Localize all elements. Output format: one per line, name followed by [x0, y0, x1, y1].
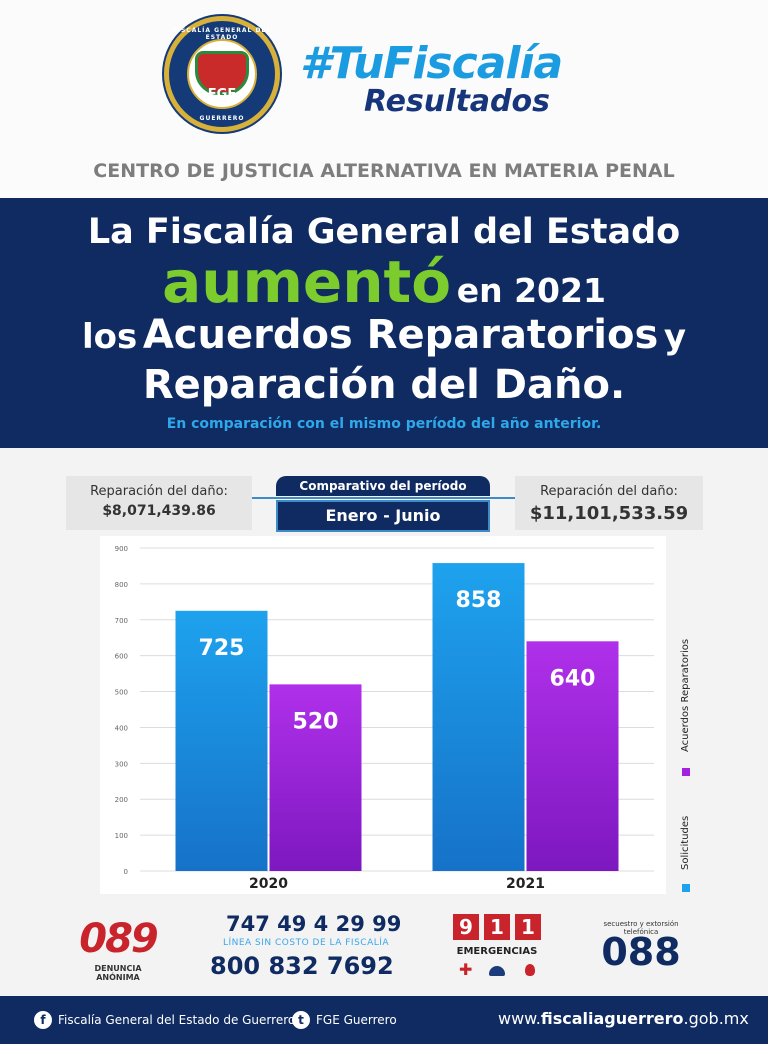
bar-value-label: 858	[456, 588, 502, 613]
police-cap-icon	[489, 966, 505, 976]
extortion-number[interactable]: 088	[601, 930, 681, 974]
seal-shield-icon	[195, 51, 249, 95]
headline-prefix: los	[81, 317, 138, 357]
web-suffix: .gob.mx	[683, 1009, 749, 1028]
headline-line-2: aumentó en 2021	[0, 248, 768, 316]
twitter-link[interactable]: t FGE Guerrero	[292, 1010, 422, 1030]
bar-value-label: 725	[199, 636, 245, 661]
fge-seal-logo: FISCALÍA GENERAL DEL ESTADO FGE GUERRERO	[164, 16, 280, 132]
reparacion-2021-label: Reparación del daño:	[540, 484, 678, 499]
seal-emblem	[187, 39, 257, 109]
headline-year: en 2021	[456, 271, 606, 310]
x-tick-label: 2021	[506, 876, 545, 892]
period-value: Enero - Junio	[276, 500, 490, 532]
web-prefix: www.	[498, 1009, 541, 1028]
y-tick-label: 500	[115, 689, 128, 697]
seal-bottom-text: GUERRERO	[199, 115, 245, 122]
legend-label-acuerdos: Acuerdos Reparatorios	[680, 638, 691, 752]
bar-value-label: 640	[550, 666, 596, 691]
seal-top-text: FISCALÍA GENERAL DEL ESTADO	[172, 27, 272, 41]
reparacion-2020-box: Reparación del daño: $8,071,439.86	[66, 476, 252, 530]
seal-initials: FGE	[207, 87, 237, 102]
period-connector-line	[252, 497, 515, 499]
headline-highlight: aumentó	[162, 248, 452, 316]
denuncia-label: DENUNCIA ANÓNIMA	[94, 964, 142, 982]
headline-suffix: y	[663, 317, 687, 357]
emergency-911-logo[interactable]: 9 1 1 EMERGENCIAS ✚	[453, 914, 541, 980]
twitter-icon: t	[292, 1011, 310, 1029]
reparacion-2020-label: Reparación del daño:	[90, 484, 228, 499]
legend-swatch-acuerdos	[682, 768, 690, 776]
y-tick-label: 900	[115, 545, 128, 553]
emergency-digit-1: 9	[453, 914, 479, 940]
denuncia-089-logo[interactable]: 089 DENUNCIA ANÓNIMA	[76, 916, 160, 982]
facebook-icon: f	[34, 1011, 52, 1029]
emergency-digit-3: 1	[515, 914, 541, 940]
y-tick-label: 800	[115, 581, 128, 589]
phone-number-1[interactable]: 747 49 4 29 99	[226, 912, 402, 936]
emergency-icons: ✚	[453, 962, 541, 978]
period-label: Comparativo del período	[276, 476, 490, 496]
campaign-subtitle: Resultados	[364, 84, 550, 119]
emergency-digit-2: 1	[484, 914, 510, 940]
fire-icon	[525, 964, 535, 976]
extortion-label: secuestro y extorsión telefónica	[603, 920, 679, 936]
toll-free-label: LÍNEA SIN COSTO DE LA FISCALÍA	[222, 938, 390, 948]
bar-value-label: 520	[293, 709, 339, 734]
bar-acuerdos-reparatorios	[269, 684, 362, 871]
y-tick-label: 400	[115, 724, 128, 732]
x-tick-label: 2020	[249, 876, 288, 892]
reparacion-2021-box: Reparación del daño: $11,101,533.59	[515, 476, 703, 530]
headline-banner: La Fiscalía General del Estado aumentó e…	[0, 198, 768, 448]
reparacion-2020-value: $8,071,439.86	[102, 503, 216, 519]
chart-legend: Acuerdos Reparatorios Solicitudes	[668, 620, 704, 900]
campaign-hashtag: #TuFiscalía	[300, 38, 563, 89]
y-tick-label: 700	[115, 617, 128, 625]
phone-number-2[interactable]: 800 832 7692	[210, 952, 394, 980]
medical-cross-icon: ✚	[459, 960, 473, 979]
bar-chart: 0 100 200 300 400 500 600 700 800 900 725 520 2020 85…	[115, 545, 654, 892]
facebook-link[interactable]: f Fiscalía General del Estado de Guerrer…	[34, 1010, 296, 1030]
reparacion-2021-value: $11,101,533.59	[529, 503, 689, 524]
web-domain: fiscaliaguerrero	[540, 1009, 684, 1028]
contact-area: 089 DENUNCIA ANÓNIMA 747 49 4 29 99 LÍNE…	[0, 900, 768, 992]
headline-line-4: Reparación del Daño.	[142, 362, 626, 408]
emergency-label: EMERGENCIAS	[456, 946, 538, 957]
y-tick-label: 0	[124, 868, 128, 876]
facebook-label: Fiscalía General del Estado de Guerrero	[58, 1013, 296, 1027]
denuncia-number: 089	[79, 916, 159, 962]
bar-solicitudes	[432, 563, 525, 871]
twitter-label: FGE Guerrero	[316, 1013, 397, 1027]
legend-swatch-solicitudes	[682, 884, 690, 892]
y-tick-label: 100	[115, 832, 128, 840]
headline-note: En comparación con el mismo período del …	[166, 416, 602, 432]
website-link[interactable]: www.fiscaliaguerrero.gob.mx	[498, 1008, 749, 1030]
y-tick-label: 200	[115, 796, 128, 804]
y-tick-label: 300	[115, 760, 128, 768]
headline-line-3: los Acuerdos Reparatorios y	[0, 312, 768, 358]
y-tick-label: 600	[115, 653, 128, 661]
bar-solicitudes	[175, 610, 268, 871]
header: FISCALÍA GENERAL DEL ESTADO FGE GUERRERO…	[0, 0, 768, 200]
headline-main: Acuerdos Reparatorios	[142, 312, 659, 358]
legend-label-solicitudes: Solicitudes	[680, 815, 691, 870]
section-title: CENTRO DE JUSTICIA ALTERNATIVA EN MATERI…	[93, 160, 675, 182]
footer-bar: f Fiscalía General del Estado de Guerrer…	[0, 996, 768, 1044]
bar-acuerdos-reparatorios	[526, 641, 619, 871]
headline-line-1: La Fiscalía General del Estado	[87, 212, 681, 252]
